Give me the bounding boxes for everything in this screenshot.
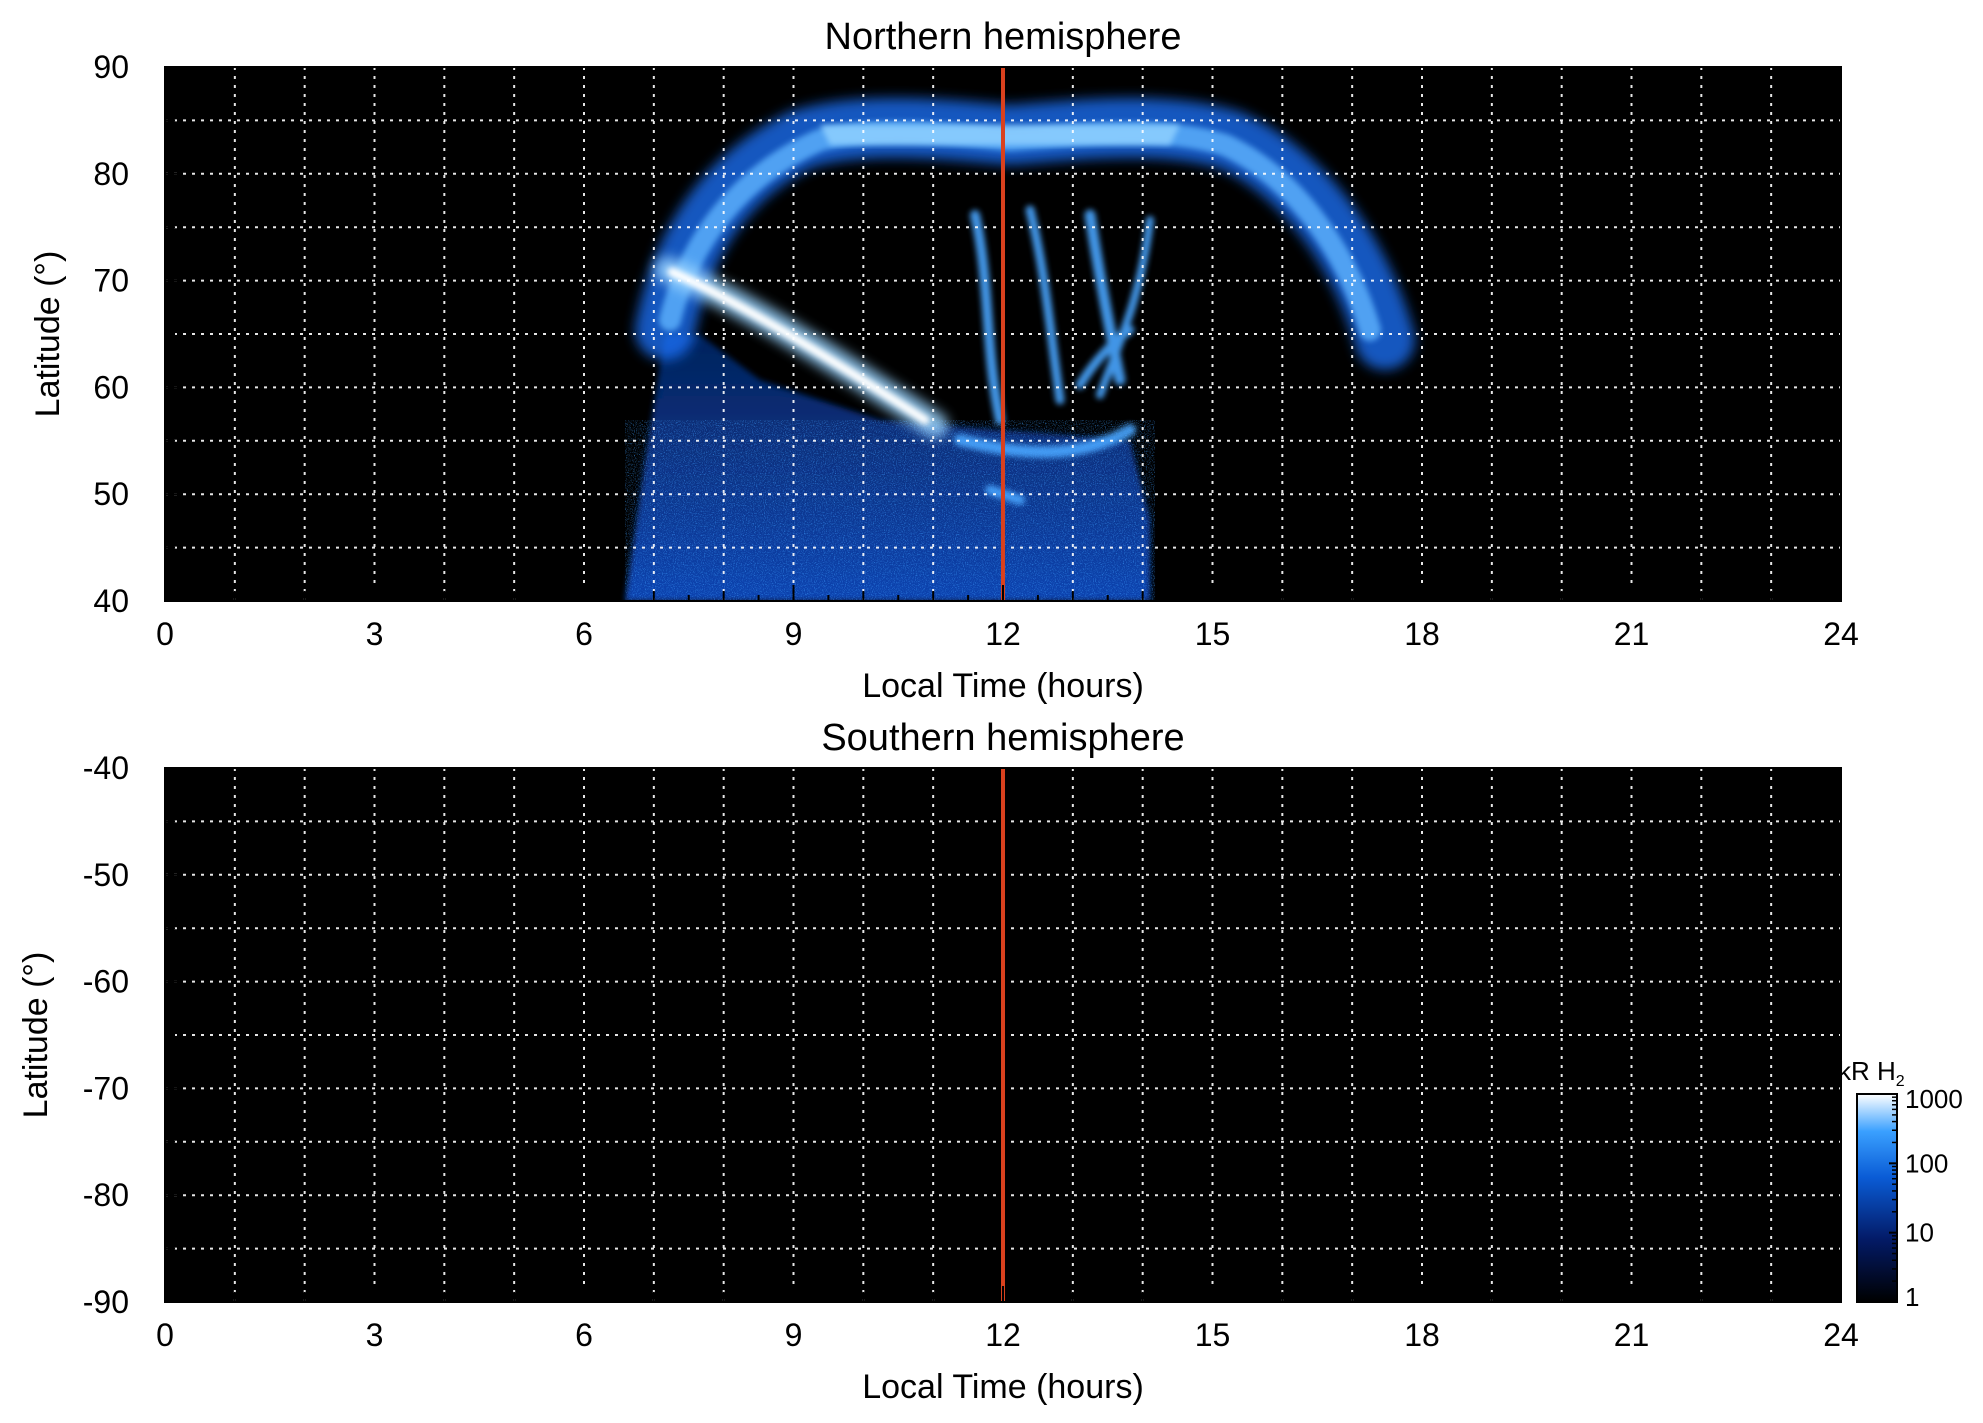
x-tick-label: 0 [156, 1317, 174, 1353]
colorbar-tick-label: 1 [1905, 1282, 1919, 1312]
x-tick-label: 24 [1823, 1317, 1859, 1353]
northern-emission [625, 98, 1415, 601]
y-tick-label: 50 [93, 476, 129, 512]
x-tick-label: 21 [1614, 616, 1650, 652]
x-tick-label: 6 [575, 616, 593, 652]
northern-title: Northern hemisphere [825, 16, 1182, 58]
x-tick-label: 15 [1195, 616, 1231, 652]
northern-tick-marks [164, 66, 1842, 602]
colorbar-gradient [1856, 1093, 1898, 1303]
y-tick-label: -40 [83, 750, 129, 786]
bright-dawn-arc-core [667, 267, 930, 425]
southern-x-tick-labels: 0 3 6 9 12 15 18 21 24 [156, 1317, 1859, 1353]
x-tick-label: 0 [156, 616, 174, 652]
northern-x-axis-label: Local Time (hours) [862, 667, 1144, 705]
colorbar-tick-label: 1000 [1905, 1084, 1963, 1114]
southern-panel: Southern hemisphere 0 3 6 9 12 15 18 21 24 -40 -5… [17, 717, 1859, 1406]
southern-title: Southern hemisphere [821, 717, 1184, 759]
colorbar-tick-label: 100 [1905, 1148, 1948, 1178]
y-tick-label: 40 [93, 583, 129, 619]
x-tick-label: 12 [985, 616, 1021, 652]
x-tick-label: 24 [1823, 616, 1859, 652]
dayside-filaments [954, 205, 1154, 505]
polar-cap-edge [820, 125, 1180, 145]
colorbar-label: kR H2 [1838, 1056, 1905, 1090]
y-tick-label: -50 [83, 857, 129, 893]
y-tick-label: -80 [83, 1177, 129, 1213]
y-tick-label: 80 [93, 156, 129, 192]
y-tick-label: 60 [93, 369, 129, 405]
southern-tick-marks [164, 767, 1842, 1303]
x-tick-label: 18 [1404, 616, 1440, 652]
x-tick-label: 15 [1195, 1317, 1231, 1353]
colorbar-ticks: 1000 100 10 1 [1889, 1084, 1963, 1312]
x-tick-label: 6 [575, 1317, 593, 1353]
colorbar-tick-label: 10 [1905, 1218, 1934, 1248]
southern-x-axis-label: Local Time (hours) [862, 1368, 1144, 1406]
northern-y-axis-label: Latitude (°) [29, 251, 67, 418]
x-tick-label: 9 [785, 1317, 803, 1353]
colorbar: kR H2 1000 100 10 1 [1838, 1056, 1963, 1312]
northern-y-tick-labels: 40 50 60 70 80 90 [93, 49, 129, 619]
southern-y-axis-label: Latitude (°) [17, 952, 55, 1119]
northern-x-tick-labels: 0 3 6 9 12 15 18 21 24 [156, 616, 1859, 652]
y-tick-label: 70 [93, 263, 129, 299]
northern-panel: Northern hemisphere [29, 16, 1859, 705]
southern-y-tick-labels: -40 -50 -60 -70 -80 -90 [83, 750, 129, 1320]
x-tick-label: 12 [985, 1317, 1021, 1353]
x-tick-label: 21 [1614, 1317, 1650, 1353]
x-tick-label: 18 [1404, 1317, 1440, 1353]
y-tick-label: -70 [83, 1070, 129, 1106]
y-tick-label: -90 [83, 1284, 129, 1320]
y-tick-label: -60 [83, 964, 129, 1000]
x-tick-label: 3 [366, 616, 384, 652]
y-tick-label: 90 [93, 49, 129, 85]
x-tick-label: 9 [785, 616, 803, 652]
x-tick-label: 3 [366, 1317, 384, 1353]
